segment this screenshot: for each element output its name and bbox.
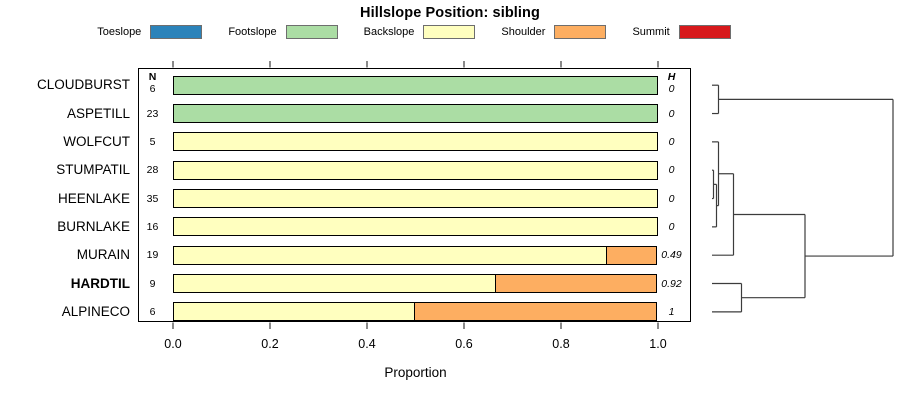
bar-segment-footslope: [173, 104, 658, 124]
legend-item-footslope: Footslope: [228, 25, 338, 39]
legend-swatch-footslope: [285, 25, 338, 39]
category-label: BURNLAKE: [57, 218, 130, 234]
bar-segment-backslope: [173, 274, 497, 294]
bar-segment-backslope: [173, 132, 658, 152]
h-column-header: H: [667, 71, 676, 83]
bar-cloudburst: [173, 75, 658, 95]
x-axis-title: Proportion: [384, 365, 447, 380]
h-value: 0: [668, 135, 675, 148]
bar-segment-shoulder: [495, 274, 657, 294]
bar-segment-backslope: [173, 160, 658, 180]
bar-segment-backslope: [173, 302, 416, 322]
bar-wolfcut: [173, 132, 658, 152]
bar-segment-shoulder: [414, 302, 657, 322]
category-label: STUMPATIL: [56, 162, 130, 178]
x-tick-label: 1.0: [649, 337, 667, 351]
legend-item-toeslope: Toeslope: [97, 25, 203, 39]
legend-item-backslope: Backslope: [364, 25, 476, 39]
bar-segment-backslope: [173, 217, 658, 237]
x-tick-label: 0.2: [261, 337, 279, 351]
bar-heenlake: [173, 189, 658, 209]
x-tick-label: 0.4: [358, 337, 376, 351]
n-value: 9: [149, 277, 156, 290]
n-value: 19: [146, 249, 159, 262]
category-label: WOLFCUT: [63, 133, 130, 149]
n-value: 23: [146, 107, 159, 120]
bar-segment-backslope: [173, 245, 608, 265]
x-tick-label: 0.8: [552, 337, 570, 351]
bar-segment-backslope: [173, 189, 658, 209]
legend-item-shoulder: Shoulder: [501, 25, 607, 39]
legend-swatch-shoulder: [554, 25, 607, 39]
n-value: 5: [149, 135, 156, 148]
legend-swatch-toeslope: [150, 25, 203, 39]
legend-swatch-backslope: [423, 25, 476, 39]
bar-murain: [173, 245, 658, 265]
bar-segment-footslope: [173, 75, 658, 95]
n-value: 28: [146, 164, 159, 177]
legend-swatch-summit: [678, 25, 731, 39]
n-value: 6: [149, 82, 156, 95]
category-label: ASPETILL: [66, 105, 130, 121]
chart-title: Hillslope Position: sibling: [360, 5, 540, 21]
legend-label: Toeslope: [97, 26, 142, 38]
legend: Toeslope Footslope Backslope Shoulder Summit: [0, 25, 828, 39]
category-label: ALPINECO: [61, 303, 130, 319]
x-tick-label: 0.6: [455, 337, 473, 351]
legend-label: Summit: [632, 26, 670, 38]
h-value: 0: [668, 164, 675, 177]
h-value: 0: [668, 82, 675, 95]
n-column-header: N: [148, 71, 157, 83]
h-value: 1: [668, 305, 675, 318]
legend-label: Footslope: [228, 26, 277, 38]
bar-aspetill: [173, 104, 658, 124]
bar-stumpatil: [173, 160, 658, 180]
n-value: 6: [149, 305, 156, 318]
bar-hardtil: [173, 274, 658, 294]
legend-item-summit: Summit: [632, 25, 731, 39]
category-label: HARDTIL: [70, 275, 130, 291]
bar-alpineco: [173, 302, 658, 322]
bar-segment-shoulder: [605, 245, 657, 265]
h-value: 0.92: [661, 277, 682, 290]
h-value: 0: [668, 220, 675, 233]
h-value: 0.49: [661, 249, 682, 262]
n-value: 35: [146, 192, 159, 205]
h-value: 0: [668, 192, 675, 205]
bar-burnlake: [173, 217, 658, 237]
x-tick-label: 0.0: [164, 337, 182, 351]
n-value: 16: [146, 220, 159, 233]
category-label: HEENLAKE: [57, 190, 130, 206]
legend-label: Shoulder: [501, 26, 546, 38]
legend-label: Backslope: [363, 26, 415, 38]
category-label: CLOUDBURST: [36, 77, 130, 93]
h-value: 0: [668, 107, 675, 120]
category-label: MURAIN: [76, 247, 130, 263]
